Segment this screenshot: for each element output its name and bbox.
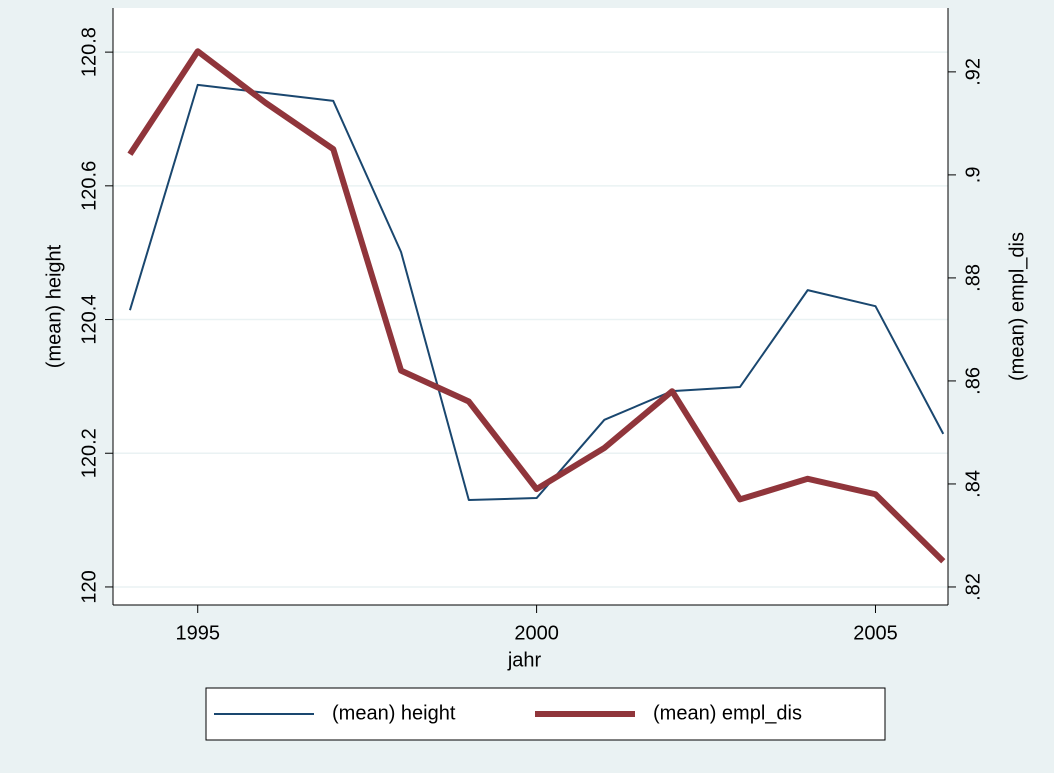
y-tick-label: 120.4 (78, 295, 100, 345)
y2-tick-label: .84 (962, 470, 984, 498)
x-tick-label: 1995 (175, 622, 220, 644)
y2-tick-label: .82 (962, 573, 984, 601)
y2-tick-label: .92 (962, 58, 984, 86)
y2-tick-label: .86 (962, 367, 984, 395)
y-tick-label: 120.6 (78, 161, 100, 211)
y-axis-title: (mean) height (43, 244, 65, 368)
x-axis-title: jahr (507, 649, 542, 671)
series-line (128, 83, 945, 502)
legend-label: (mean) empl_dis (653, 702, 802, 724)
y2-tick-label: .88 (962, 264, 984, 292)
y2-axis-title: (mean) empl_dis (1006, 232, 1028, 381)
y-tick-label: 120 (78, 570, 100, 603)
y2-tick-label: .9 (962, 167, 984, 184)
x-tick-label: 2000 (514, 622, 559, 644)
x-tick-label: 2005 (853, 622, 898, 644)
plot-area (113, 8, 948, 605)
y-tick-label: 120.8 (78, 27, 100, 77)
legend-label: (mean) height (332, 702, 456, 724)
y-tick-label: 120.2 (78, 428, 100, 478)
series-line (127, 48, 946, 564)
